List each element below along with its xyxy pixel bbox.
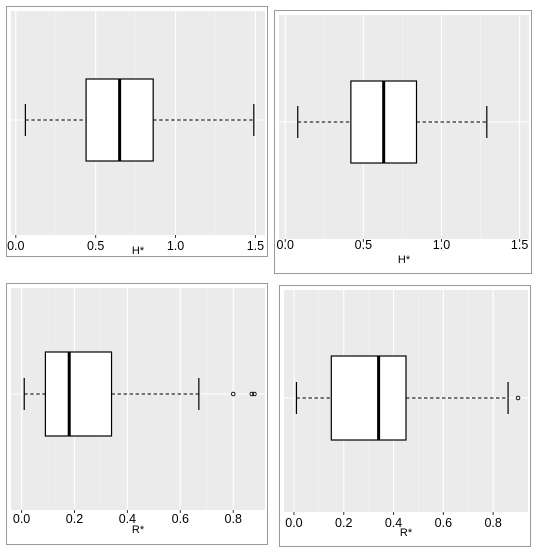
boxplot-chart: 0.0 0.5 1.0 1.5 — [7, 11, 265, 253]
x-tick-label: 1.0 — [167, 239, 184, 253]
x-tick-label: 0.2 — [66, 512, 83, 526]
x-tick-label: 0.8 — [484, 516, 501, 530]
x-axis-label: H* — [131, 245, 145, 257]
boxplot-chart: 0.0 0.5 1.0 1.5 — [277, 15, 529, 252]
boxplot-panel-h-right: 0.0 0.5 1.0 1.5 H* — [274, 10, 532, 274]
boxplot-panel-h-left: 0.0 0.5 1.0 1.5 H* — [6, 6, 268, 257]
x-axis-label: H* — [397, 254, 411, 266]
x-tick-label: 0.2 — [335, 516, 352, 530]
x-tick-label: 0.4 — [119, 512, 136, 526]
outlier-point — [252, 391, 257, 397]
outlier-point — [230, 391, 236, 397]
x-axis-label: R* — [399, 527, 413, 539]
x-tick-label: 0.0 — [13, 512, 30, 526]
x-tick-label: 0.8 — [225, 512, 242, 526]
x-tick-label: 0.5 — [87, 239, 104, 253]
iqr-box — [330, 355, 407, 441]
x-tick-label: 0.5 — [355, 238, 372, 252]
x-tick-label: 1.5 — [511, 238, 528, 252]
x-tick-label: 0.6 — [435, 516, 452, 530]
boxplot-panel-r-right: 0.0 0.2 0.4 0.6 0.8 R* — [279, 285, 531, 547]
outlier-point — [249, 391, 255, 397]
x-tick-label: 0.0 — [277, 238, 294, 252]
x-tick-label: 0.6 — [172, 512, 189, 526]
x-tick-label: 0.0 — [285, 516, 302, 530]
x-tick-label: 0.0 — [7, 239, 24, 253]
boxplot-panel-r-left: 0.0 0.2 0.4 0.6 0.8 R* — [6, 283, 268, 545]
x-tick-label: 1.5 — [247, 239, 264, 253]
x-tick-label: 0.4 — [385, 516, 402, 530]
boxplot-chart: 0.0 0.2 0.4 0.6 0.8 — [11, 288, 265, 526]
boxplot-chart: 0.0 0.2 0.4 0.6 0.8 — [284, 290, 528, 530]
iqr-box — [44, 351, 113, 437]
x-tick-label: 1.0 — [433, 238, 450, 252]
outlier-point — [515, 395, 521, 401]
x-axis-label: R* — [131, 524, 145, 536]
